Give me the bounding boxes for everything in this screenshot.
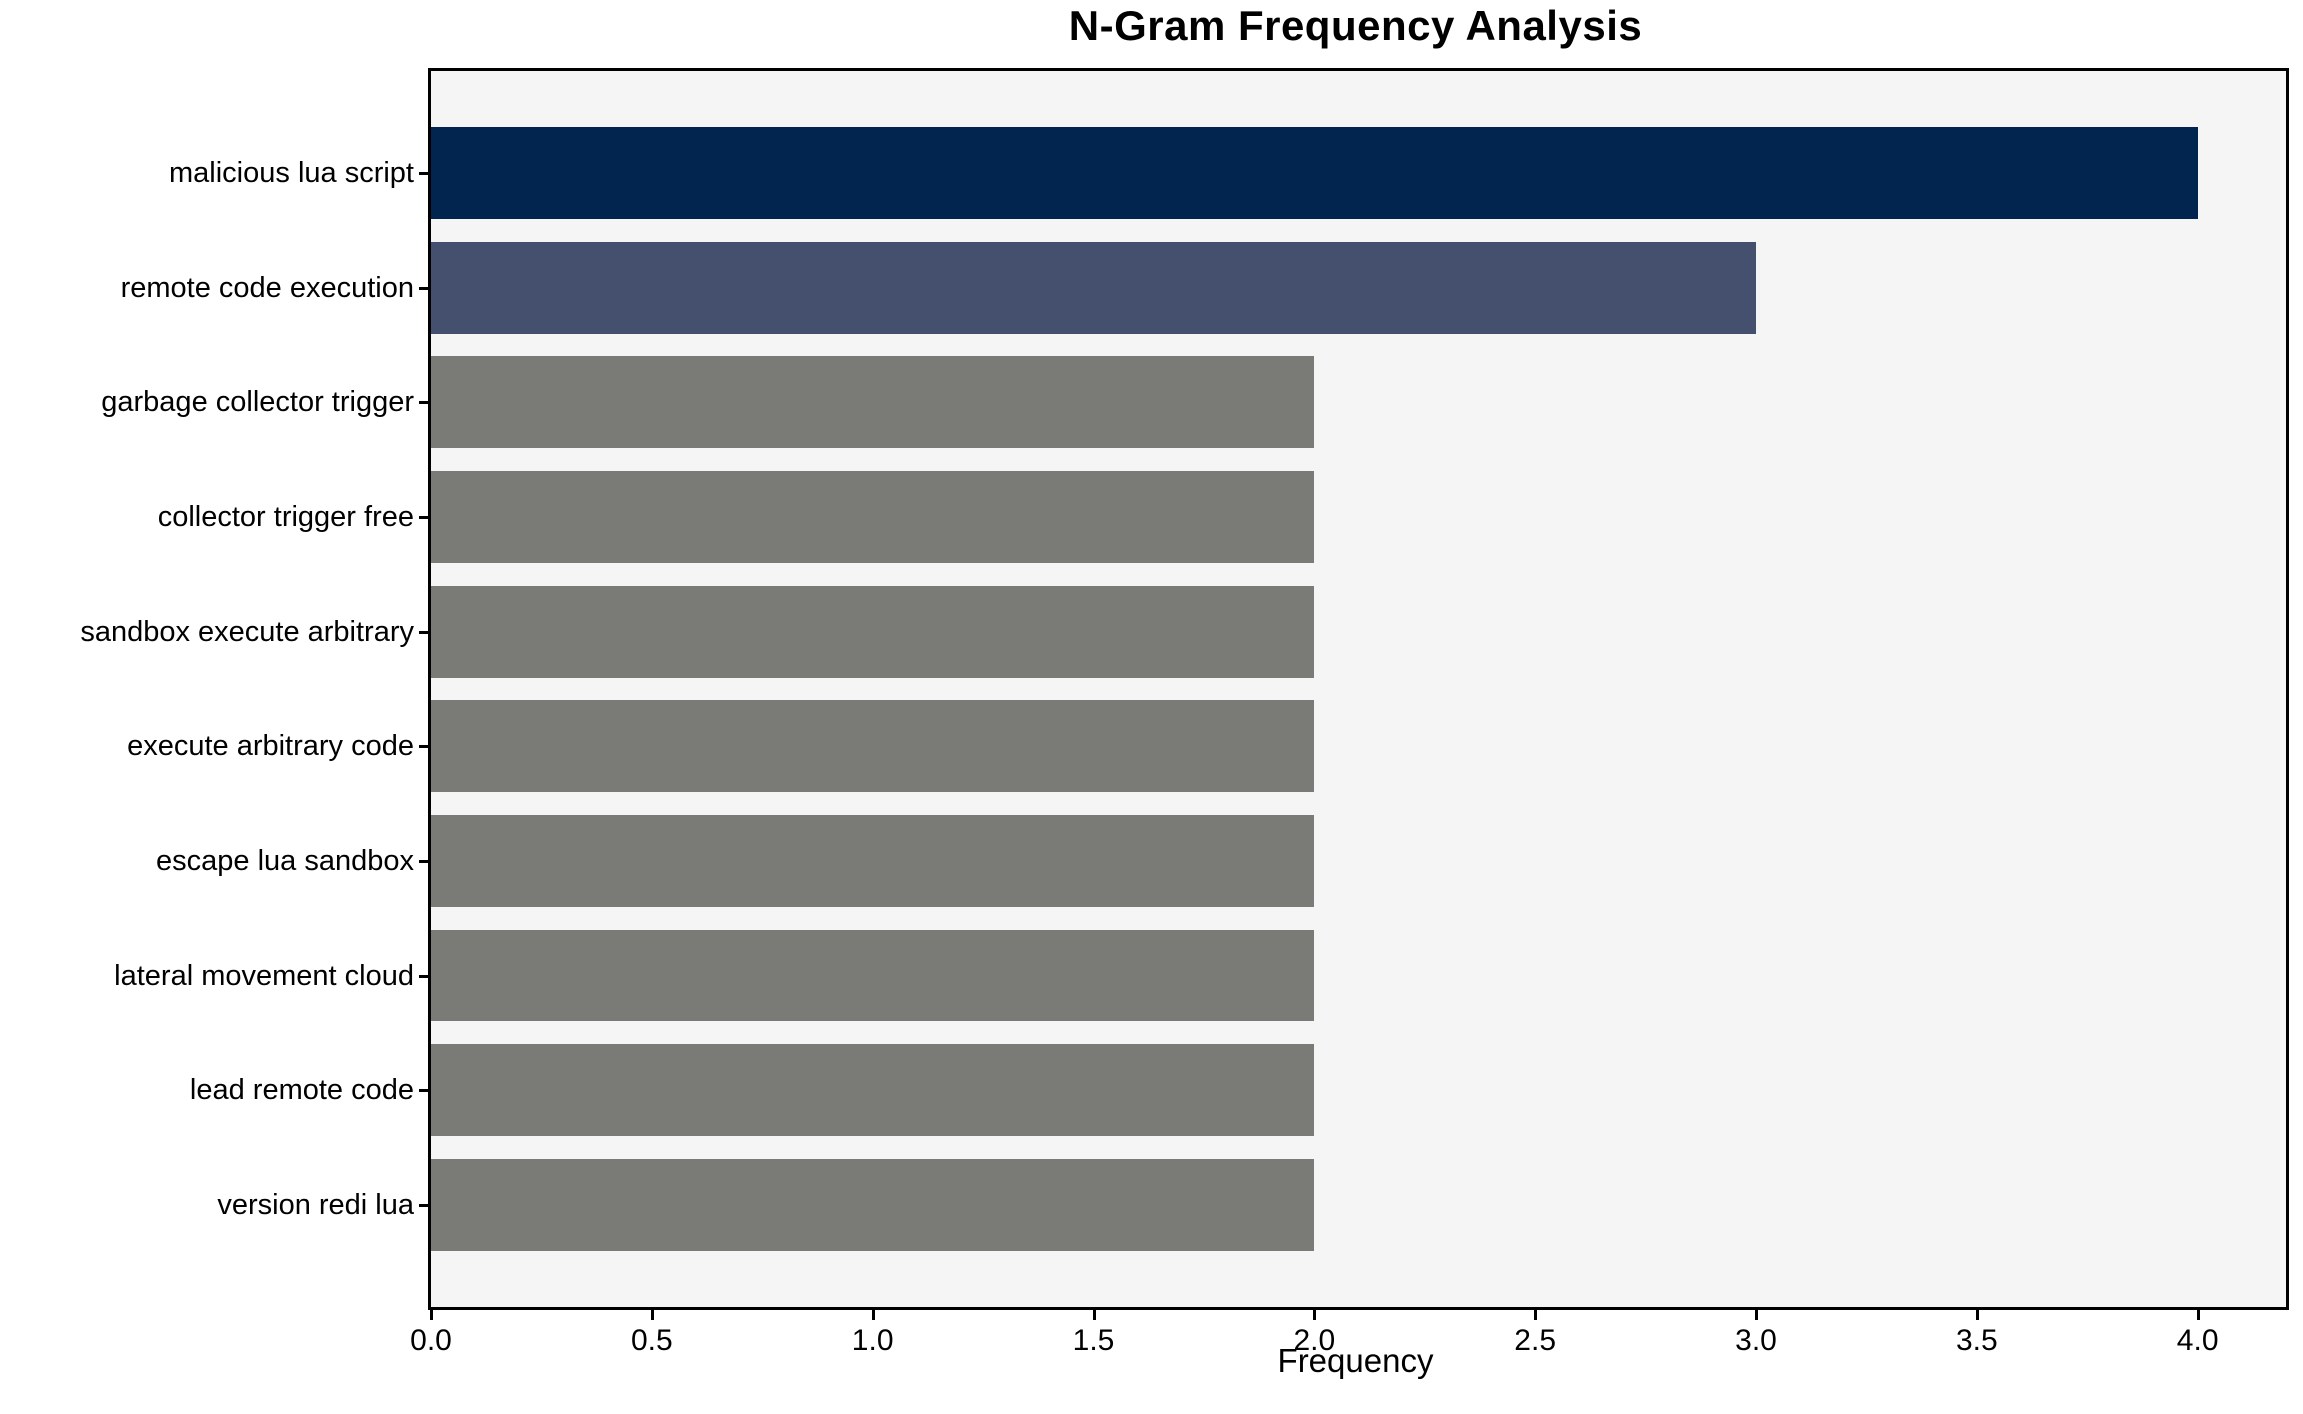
x-tick-mark [1975,1310,1979,1320]
x-tick-label: 2.5 [1514,1324,1557,1357]
bar-version-redi-lua [431,1159,1315,1251]
y-tick-mark [419,974,428,978]
x-tick-label: 4.0 [2176,1324,2219,1357]
y-tick-label: collector trigger free [157,501,414,533]
chart-title: N-Gram Frequency Analysis [1068,2,1643,49]
x-tick-mark [1313,1310,1317,1320]
x-tick-mark [1755,1310,1758,1320]
y-tick-label: sandbox execute arbitrary [80,615,414,648]
y-tick-label: lateral movement cloud [114,959,414,992]
x-tick-mark [871,1310,875,1320]
x-tick-mark [650,1310,654,1320]
x-tick-mark [1092,1310,1096,1320]
y-tick-mark [419,401,428,405]
bar-escape-lua-sandbox [431,815,1315,907]
y-tick-label: malicious lua script [169,157,414,190]
y-tick-mark [419,859,428,863]
x-axis-label: Frequency [1277,1342,1434,1379]
x-tick-label: 1.5 [1072,1324,1115,1357]
y-tick-label: remote code execution [120,271,414,304]
bar-execute-arbitrary-code [431,700,1315,793]
x-tick-mark [1534,1310,1538,1320]
plot-area [428,68,2289,1310]
x-tick-label: 2.0 [1293,1324,1336,1357]
y-tick-mark [419,516,428,519]
bar-lateral-movement-cloud [431,929,1315,1022]
bar-garbage-collector-trigger [431,356,1315,449]
y-tick-mark [419,1203,428,1207]
x-tick-label: 1.0 [851,1324,894,1357]
y-tick-label: lead remote code [189,1074,414,1107]
x-tick-label: 3.0 [1735,1324,1777,1357]
bar-sandbox-execute-arbitrary [431,585,1315,678]
y-tick-label: version redi lua [217,1188,414,1221]
x-tick-label: 0.5 [630,1324,673,1357]
bar-lead-remote-code [431,1044,1315,1137]
x-tick-mark [2196,1310,2200,1320]
bar-collector-trigger-free [431,471,1315,563]
y-tick-mark [419,286,428,290]
y-tick-label: escape lua sandbox [156,844,414,877]
x-tick-label: 0.0 [410,1324,452,1357]
y-tick-label: garbage collector trigger [101,386,414,419]
bar-remote-code-execution [431,241,1756,334]
y-tick-mark [419,1089,428,1093]
y-tick-mark [419,630,428,634]
y-tick-mark [419,745,428,749]
bar-malicious-lua-script [431,127,2198,219]
y-tick-label: execute arbitrary code [127,730,414,763]
y-tick-mark [419,172,428,176]
x-tick-mark [430,1310,433,1320]
x-tick-label: 3.5 [1955,1324,1998,1357]
